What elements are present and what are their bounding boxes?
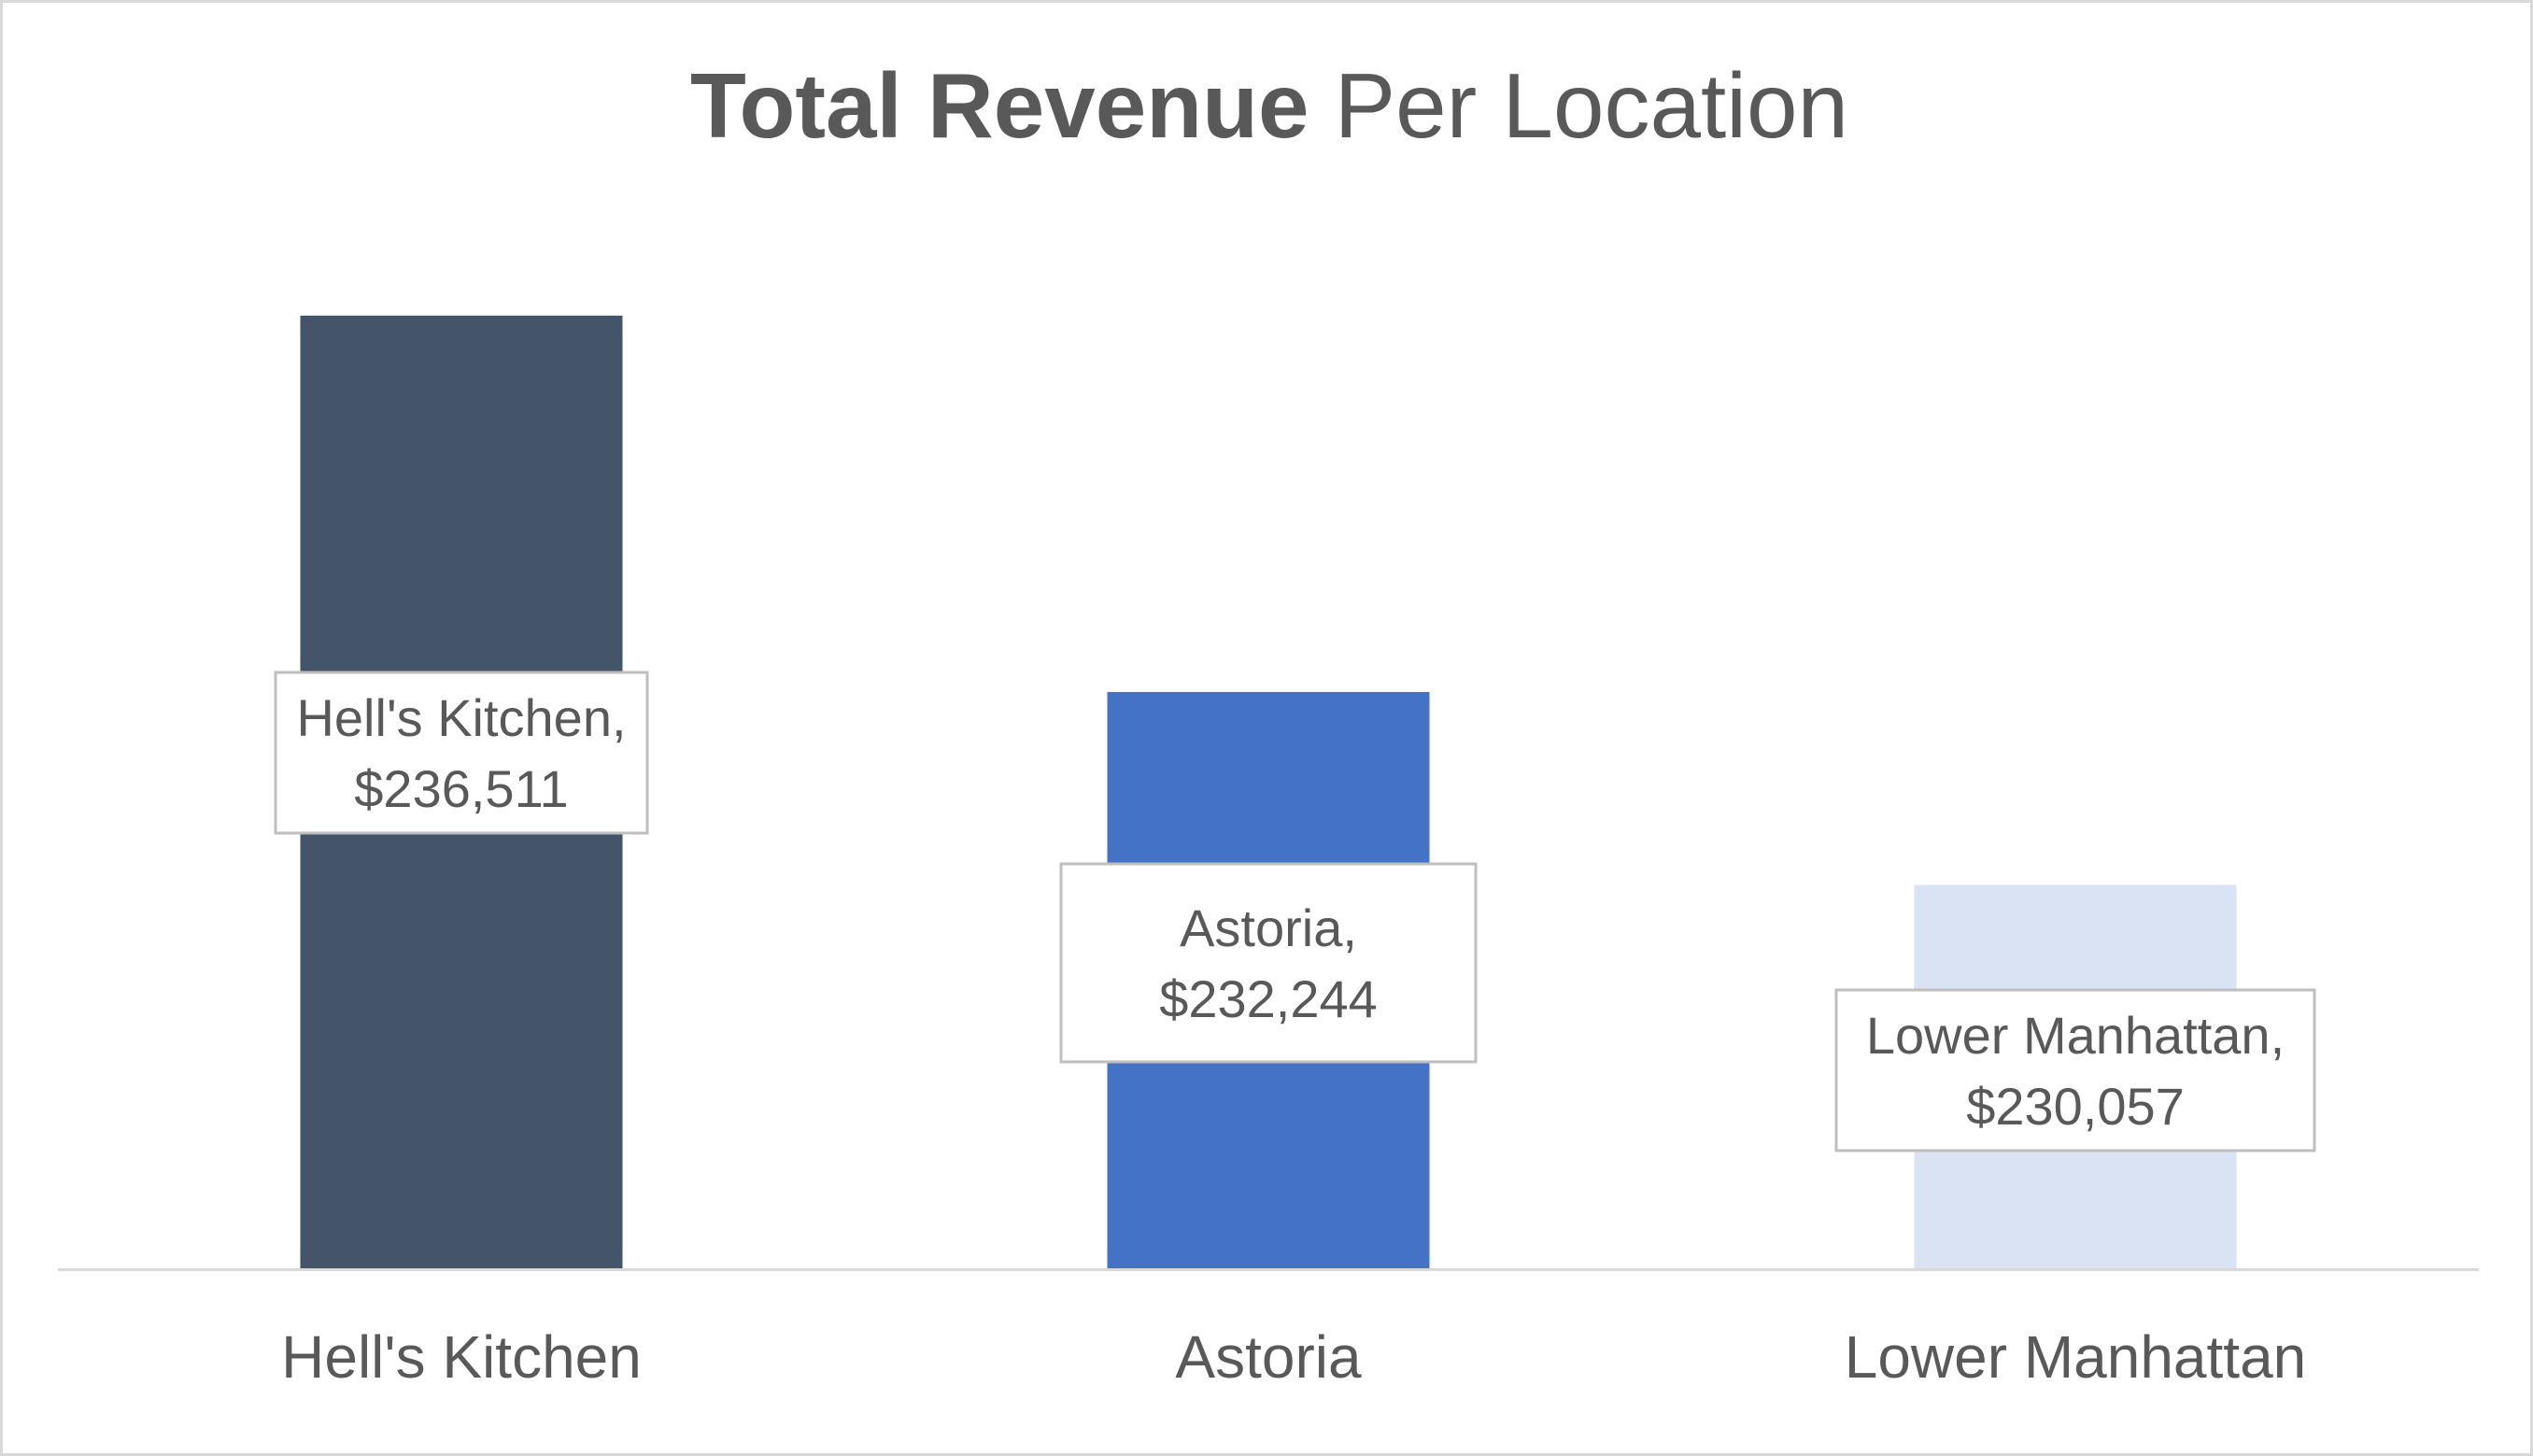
data-label-0-line-1: $236,511 xyxy=(354,759,568,818)
data-label-2-line-1: $230,057 xyxy=(1966,1077,2185,1136)
data-label-box-2 xyxy=(1834,988,2316,1152)
chart-title: Total Revenue Per Location xyxy=(3,49,2533,162)
data-label-2-line-0: Lower Manhattan, xyxy=(1866,1006,2285,1065)
chart-title-rest: Per Location xyxy=(1334,54,1849,157)
data-label-0-line-0: Hell's Kitchen, xyxy=(296,688,626,747)
x-tick-label-0: Hell's Kitchen xyxy=(281,1323,642,1391)
x-tick-label-2: Lower Manhattan xyxy=(1845,1323,2307,1391)
data-label-1-line-0: Astoria, xyxy=(1180,898,1357,957)
data-label-box-1 xyxy=(1059,862,1478,1064)
data-label-1-line-1: $232,244 xyxy=(1159,969,1378,1028)
chart-title-bold: Total Revenue xyxy=(689,54,1309,157)
data-label-box-0 xyxy=(274,671,649,835)
x-tick-label-1: Astoria xyxy=(1175,1323,1362,1391)
